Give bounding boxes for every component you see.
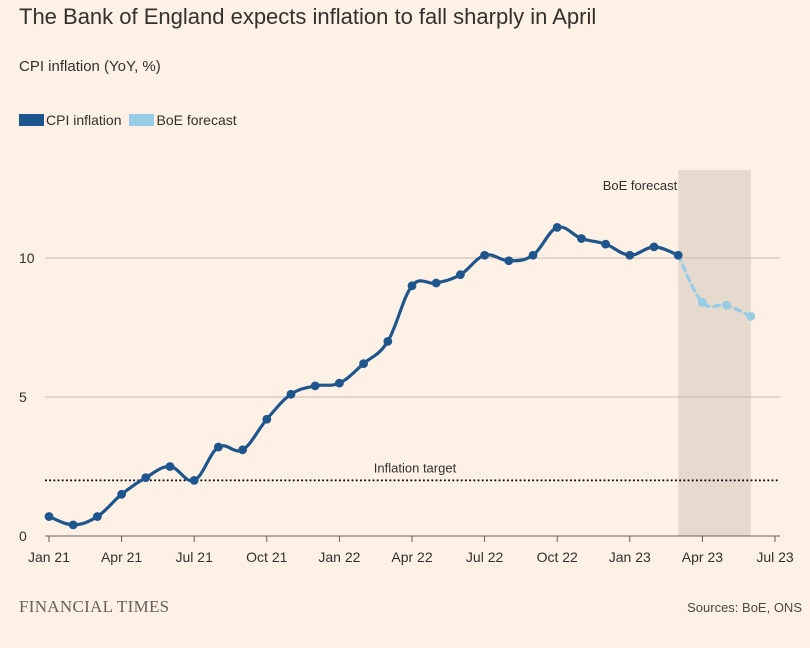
x-tick-label: Apr 21 (101, 549, 142, 565)
cpi-data-point (625, 250, 635, 260)
legend-item-cpi: CPI inflation (19, 112, 121, 128)
cpi-data-point (141, 473, 151, 483)
chart-title: The Bank of England expects inflation to… (19, 4, 597, 29)
cpi-data-point (93, 512, 102, 521)
inflation-target-label: Inflation target (374, 460, 457, 475)
x-tick-label: Jul 23 (756, 549, 794, 565)
y-tick-label: 10 (19, 250, 35, 266)
legend-label-forecast: BoE forecast (156, 112, 237, 128)
cpi-data-point (286, 389, 296, 399)
cpi-data-point (528, 250, 538, 260)
source-note: Sources: BoE, ONS (687, 600, 802, 615)
forecast-data-point (746, 311, 756, 321)
x-tick-label: Oct 22 (537, 549, 578, 565)
forecast-data-point (722, 300, 731, 310)
y-tick-label: 5 (19, 389, 27, 405)
cpi-data-point (673, 250, 683, 260)
cpi-data-point (504, 256, 514, 266)
cpi-data-point (480, 250, 489, 260)
cpi-data-point (189, 476, 199, 485)
cpi-data-point (117, 489, 126, 499)
cpi-data-point (310, 381, 320, 391)
cpi-data-point (649, 242, 659, 252)
legend-label-cpi: CPI inflation (46, 112, 122, 128)
cpi-data-point (431, 278, 441, 288)
forecast-region-label: BoE forecast (603, 178, 678, 193)
forecast-shaded-region (678, 170, 751, 536)
cpi-data-point (335, 378, 344, 388)
cpi-data-point (383, 337, 393, 346)
cpi-data-point (456, 270, 465, 280)
cpi-data-point (44, 512, 54, 521)
x-tick-label: Apr 22 (391, 549, 432, 565)
x-tick-label: Jul 22 (466, 549, 504, 565)
boe-forecast-line (676, 253, 753, 318)
cpi-data-point (262, 414, 272, 424)
cpi-data-point (359, 359, 368, 369)
legend-swatch-forecast (129, 114, 155, 126)
cpi-data-point (68, 520, 78, 530)
cpi-data-point (577, 234, 586, 243)
legend-swatch-cpi (19, 114, 44, 126)
cpi-data-point (238, 445, 248, 455)
chart-subtitle: CPI inflation (YoY, %) (19, 58, 161, 75)
legend-item-forecast: BoE forecast (129, 112, 237, 128)
cpi-data-point (407, 281, 417, 291)
y-tick-label: 0 (19, 528, 27, 544)
cpi-data-point (165, 462, 175, 471)
ft-logo: FINANCIAL TIMES (19, 597, 170, 616)
x-tick-label: Jul 21 (176, 549, 214, 565)
x-tick-label: Jan 22 (318, 549, 360, 565)
cpi-data-point (552, 223, 562, 232)
x-tick-label: Apr 23 (682, 549, 723, 565)
x-tick-label: Jan 23 (609, 549, 651, 565)
legend: CPI inflation BoE forecast (19, 112, 245, 128)
cpi-data-point (601, 239, 610, 249)
cpi-data-point (214, 442, 223, 452)
forecast-data-point (698, 298, 707, 307)
x-tick-label: Jan 21 (28, 549, 70, 565)
x-tick-label: Oct 21 (246, 549, 287, 565)
